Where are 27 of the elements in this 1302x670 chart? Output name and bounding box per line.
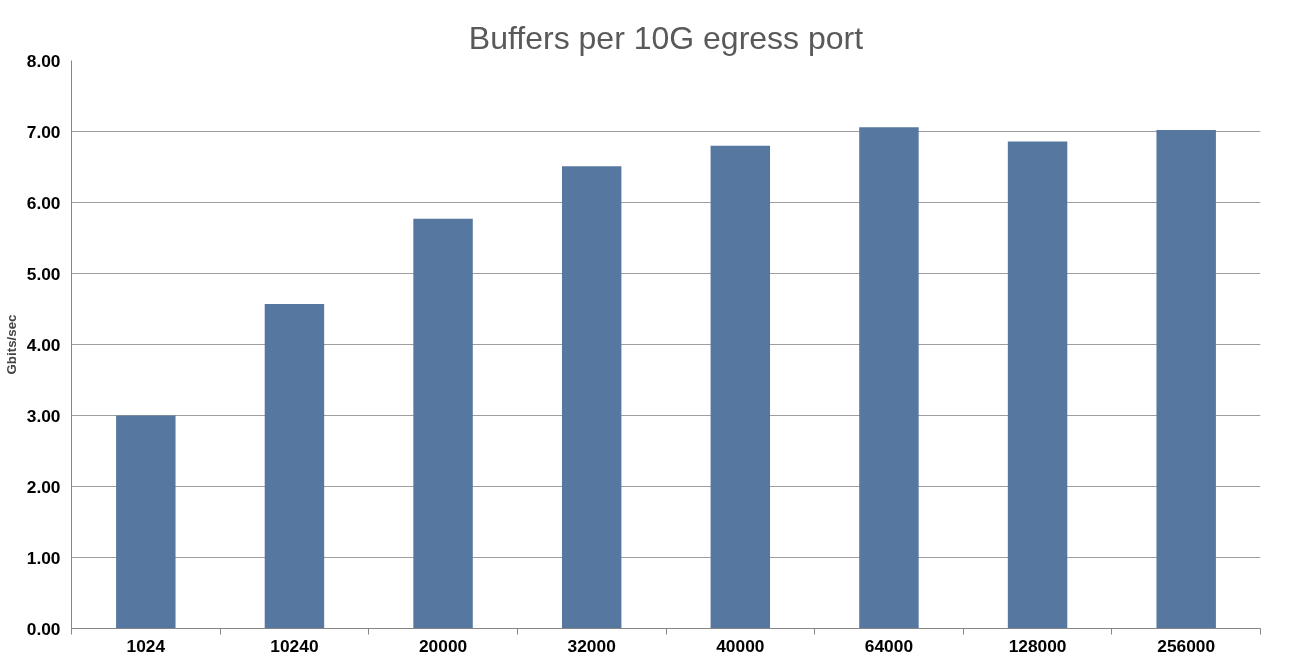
x-tick-label: 128000	[1008, 635, 1067, 656]
bar	[413, 218, 473, 629]
bar	[561, 166, 622, 629]
y-tick-label: 1.00	[26, 547, 61, 568]
x-tick-label: 10240	[270, 635, 319, 656]
bar	[116, 415, 176, 629]
x-tick-label: 32000	[567, 635, 616, 656]
chart-title: Buffers per 10G egress port	[468, 19, 864, 56]
y-tick-label: 8.00	[26, 50, 61, 71]
x-tick-label: 1024	[126, 635, 166, 656]
bar	[859, 127, 919, 629]
y-tick-label: 2.00	[26, 476, 61, 497]
y-tick-label: 0.00	[26, 618, 61, 639]
bar	[710, 145, 771, 629]
y-tick-label: 6.00	[26, 192, 61, 213]
bar	[1156, 130, 1216, 629]
bar	[264, 304, 325, 629]
y-tick-label: 4.00	[26, 334, 61, 355]
x-tick-label: 40000	[716, 635, 765, 656]
y-tick-label: 5.00	[26, 263, 61, 284]
y-tick-label: 7.00	[26, 121, 61, 142]
y-axis-title: Gbits/sec	[3, 313, 19, 375]
x-tick-label: 64000	[864, 635, 914, 656]
x-tick-label: 20000	[418, 635, 468, 656]
y-tick-label: 3.00	[26, 405, 61, 426]
x-tick-label: 256000	[1157, 635, 1216, 656]
bar	[1007, 141, 1068, 629]
